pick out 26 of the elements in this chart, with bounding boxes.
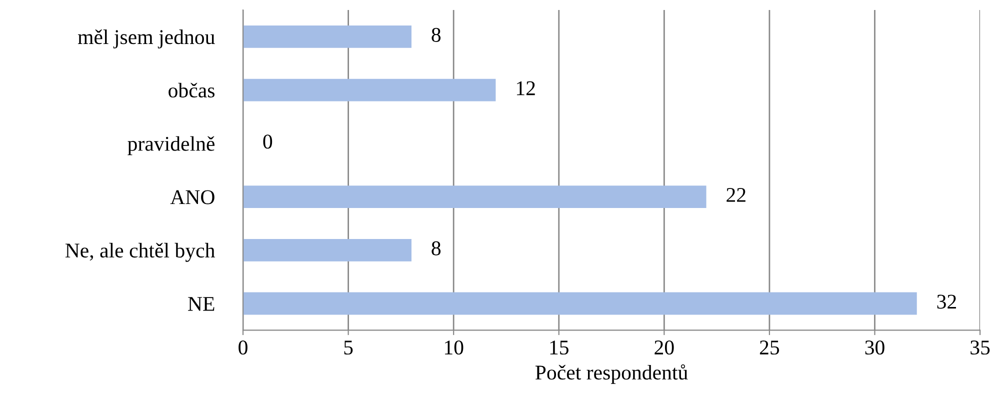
x-tick-label: 15 — [550, 340, 568, 355]
x-tick-label: 20 — [654, 340, 674, 355]
bar — [243, 26, 412, 48]
x-tick-label: 5 — [344, 340, 353, 355]
y-tick-label: ANO — [170, 190, 214, 204]
x-tick-label: 35 — [970, 340, 990, 355]
y-tick-label: NE — [188, 297, 214, 311]
y-tick-label: občas — [168, 82, 214, 98]
x-axis-title: Počet respondentů — [535, 364, 688, 384]
bar — [243, 238, 412, 262]
data-label: 8 — [432, 241, 441, 256]
bar — [243, 78, 496, 102]
x-tick-label: 10 — [445, 340, 464, 355]
y-tick-label: Ne, ale chtěl bych — [65, 242, 215, 262]
y-tick-label: měl jsem jednou — [78, 29, 215, 48]
bar — [243, 292, 917, 315]
data-label: 32 — [937, 294, 956, 309]
y-tick-label: pravidelně — [128, 136, 215, 156]
data-label: 0 — [263, 134, 272, 149]
x-tick-label: 0 — [238, 340, 248, 355]
bar — [243, 186, 706, 208]
data-label: 8 — [432, 28, 441, 42]
data-label: 12 — [516, 81, 535, 96]
data-label: 22 — [726, 188, 746, 202]
x-tick-label: 25 — [760, 340, 780, 355]
x-tick-label: 30 — [865, 340, 884, 355]
